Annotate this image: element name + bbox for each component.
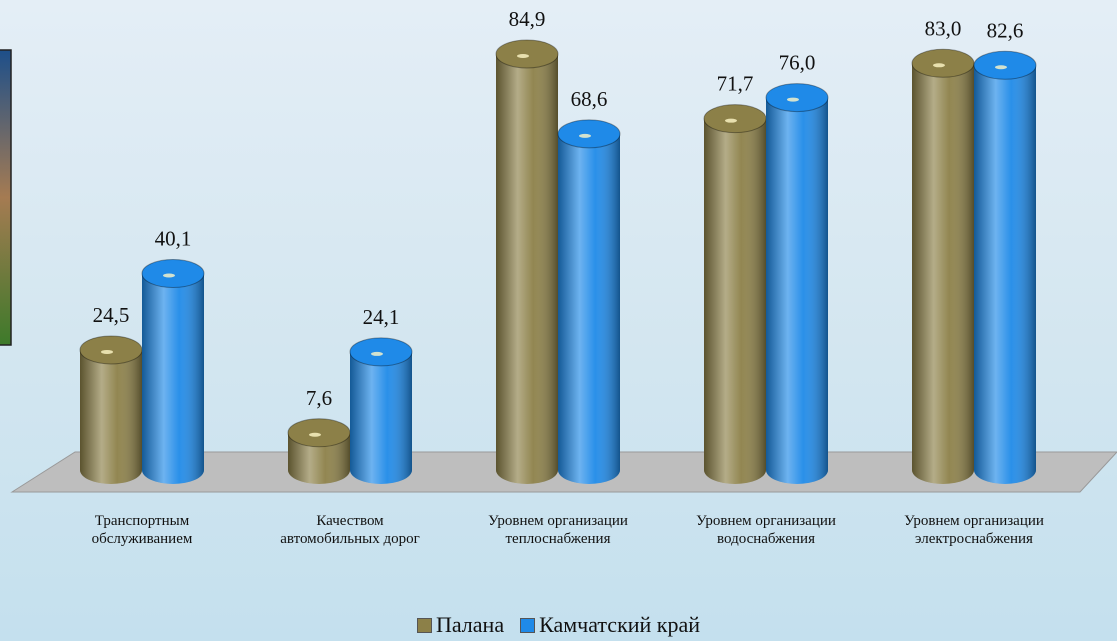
bar-cap-highlight xyxy=(371,352,383,356)
data-label: 40,1 xyxy=(155,227,192,251)
x-tick-label: Уровнем организации водоснабжения xyxy=(691,512,841,548)
legend-item: Палана xyxy=(417,612,504,638)
bar xyxy=(704,105,766,484)
data-label: 7,6 xyxy=(306,386,332,410)
legend-swatch xyxy=(520,618,535,633)
x-tick-label: Транспортным обслуживанием xyxy=(67,512,217,548)
x-tick-label: Уровнем организации электроснабжения xyxy=(899,512,1049,548)
bar-body-shade xyxy=(558,134,620,470)
photo-fragment xyxy=(0,50,11,345)
data-label: 71,7 xyxy=(717,72,754,96)
data-label: 82,6 xyxy=(987,18,1024,42)
data-label: 83,0 xyxy=(925,16,962,40)
legend-label: Палана xyxy=(436,612,504,638)
bar xyxy=(80,336,142,484)
bar-cap-highlight xyxy=(101,350,113,354)
data-label: 24,1 xyxy=(363,305,400,329)
bar-cap xyxy=(558,120,620,148)
bar-body-shade xyxy=(766,98,828,470)
bar-body-shade xyxy=(912,63,974,470)
bar-cap xyxy=(288,419,350,447)
bar-cap-highlight xyxy=(163,274,175,278)
bar xyxy=(288,419,350,484)
bar-cap xyxy=(766,84,828,112)
bar xyxy=(974,51,1036,484)
bar xyxy=(766,84,828,484)
bar xyxy=(350,338,412,484)
bar-cap-highlight xyxy=(579,134,591,138)
bar xyxy=(142,260,204,484)
bar-body-shade xyxy=(704,119,766,470)
legend: Палана Камчатский край xyxy=(0,612,1117,639)
bar-body-shade xyxy=(142,274,204,470)
bar-body-shade xyxy=(974,65,1036,470)
bar xyxy=(558,120,620,484)
data-label: 76,0 xyxy=(779,51,816,75)
bar xyxy=(912,49,974,484)
plot xyxy=(80,40,1036,484)
bar-cap xyxy=(912,49,974,77)
bar-cap-highlight xyxy=(725,119,737,123)
bar-body-shade xyxy=(350,352,412,470)
bar-cap xyxy=(350,338,412,366)
bar-body-shade xyxy=(80,350,142,470)
bar-cap xyxy=(496,40,558,68)
bar-cap xyxy=(704,105,766,133)
bar-cap-highlight xyxy=(309,433,321,437)
data-label: 84,9 xyxy=(509,7,546,31)
x-tick-label: Уровнем организации теплоснабжения xyxy=(483,512,633,548)
legend-item: Камчатский край xyxy=(520,612,700,638)
bar-cap-highlight xyxy=(995,65,1007,69)
bar-cap-highlight xyxy=(933,63,945,67)
legend-label: Камчатский край xyxy=(539,612,700,638)
bar-body-shade xyxy=(496,54,558,470)
bar-cap xyxy=(80,336,142,364)
bar-cap-highlight xyxy=(517,54,529,58)
bar-cap-highlight xyxy=(787,98,799,102)
data-label: 24,5 xyxy=(93,303,130,327)
x-tick-label: Качеством автомобильных дорог xyxy=(275,512,425,548)
bar-cap xyxy=(974,51,1036,79)
bar-cap xyxy=(142,260,204,288)
data-label: 68,6 xyxy=(571,87,608,111)
legend-swatch xyxy=(417,618,432,633)
page: 24,540,17,624,184,968,671,776,083,082,6 … xyxy=(0,0,1117,641)
bar xyxy=(496,40,558,484)
